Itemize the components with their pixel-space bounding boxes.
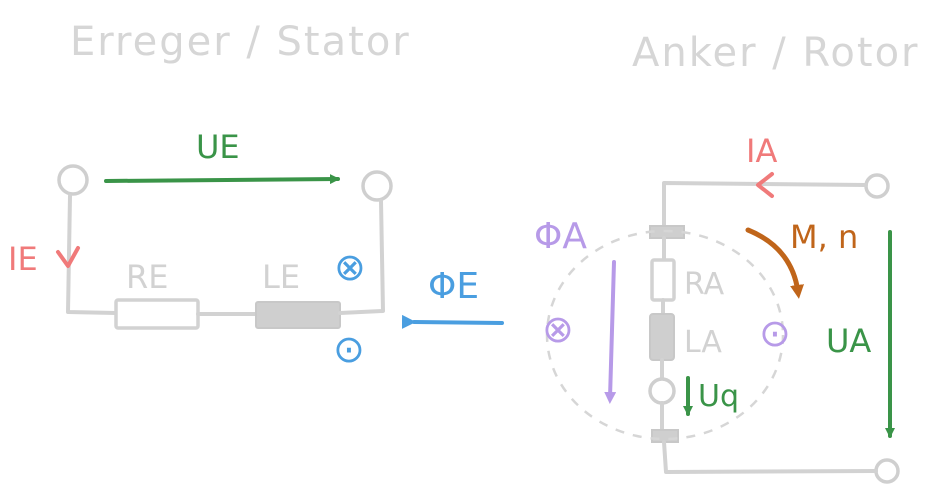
armature-flux-label: ΦA (534, 216, 587, 257)
excitation-inductor (255, 301, 341, 329)
excitation-flux-label: ΦE (428, 266, 479, 307)
armature-terminal-bottom (874, 458, 900, 484)
armature-resistor-label: RA (684, 267, 725, 302)
armature-field-cross-icon: ⊗ (542, 307, 574, 351)
torque-speed-label: M, n (790, 218, 858, 256)
stator-heading: Erreger / Stator (70, 19, 411, 65)
armature-inductor (649, 313, 675, 361)
excitation-terminal-left (57, 164, 89, 196)
armature-current-label: IA (746, 132, 777, 170)
rotor-heading: Anker / Rotor (632, 30, 919, 76)
excitation-field-dot-icon: ⊙ (333, 327, 365, 371)
armature-resistor (650, 258, 676, 302)
armature-brush-bottom (651, 429, 679, 443)
armature-wire-bottom (662, 440, 878, 474)
induced-voltage-label: Uq (698, 379, 739, 414)
armature-inductor-label: LA (684, 325, 722, 360)
excitation-wire-right (338, 199, 385, 315)
excitation-wire-left (66, 194, 118, 315)
torque-speed-arrow (745, 227, 804, 299)
excitation-current-arrow (56, 246, 80, 268)
excitation-voltage-label: UE (196, 128, 240, 166)
rotor-outline (545, 229, 785, 441)
armature-field-dot-icon: ⊙ (759, 311, 791, 355)
armature-terminal-top (864, 173, 890, 199)
excitation-field-cross-icon: ⊗ (334, 245, 366, 289)
excitation-voltage-arrow (104, 174, 340, 185)
armature-current-arrow (756, 172, 774, 198)
excitation-circuit (57, 164, 393, 330)
armature-flux-arrow (604, 260, 617, 404)
excitation-inductor-label: LE (262, 258, 300, 296)
excitation-resistor-label: RE (126, 258, 168, 296)
armature-circuit (545, 173, 900, 484)
excitation-current-label: IE (8, 240, 38, 278)
armature-wire-top (662, 181, 868, 228)
armature-voltage-label: UA (826, 322, 871, 360)
excitation-flux-arrow (401, 314, 504, 329)
excitation-terminal-right (361, 170, 393, 202)
excitation-resistor (114, 298, 200, 330)
armature-emf-source (648, 377, 676, 405)
